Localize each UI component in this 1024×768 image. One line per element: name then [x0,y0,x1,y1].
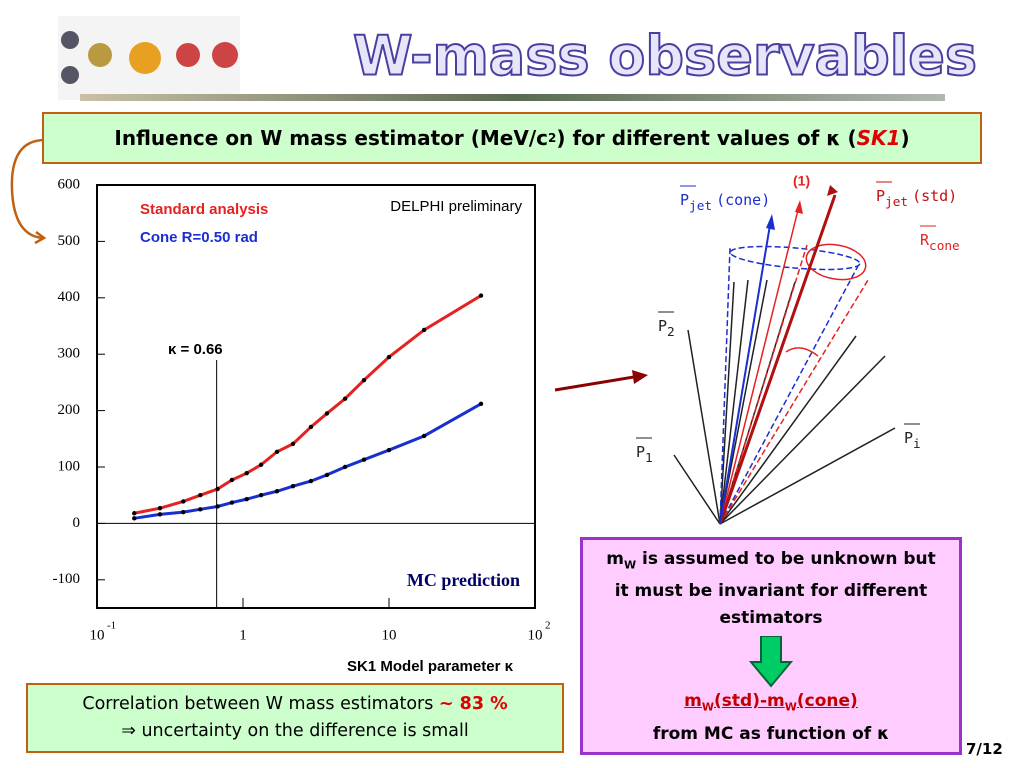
data-point [421,327,427,333]
y-tick-label: 600 [58,176,81,192]
arrow-head [632,370,648,384]
formula: mW(std)-mW(cone) [597,688,945,720]
header-superscript: 2 [547,131,557,145]
data-point [308,478,314,484]
formula-part: (cone) [796,691,858,712]
assumption-text: m [606,549,624,569]
data-point [274,449,280,454]
data-point [361,377,367,383]
x-axis-label: SK1 Model parameter κ [347,658,514,675]
data-point [229,477,235,483]
down-arrow [749,636,793,688]
data-point [478,401,484,407]
annotation: DELPHI preliminary [390,198,522,215]
data-point [342,464,348,470]
header-text: ) for different values of κ ( [556,126,857,150]
legend-entry: Cone R=0.50 rad [140,229,258,246]
logos [58,16,240,100]
correlation-text: ⇒ uncertainty on the difference is small [121,721,469,741]
header-text: ) [900,126,910,150]
header-box: Influence on W mass estimator (MeV/c 2) f… [42,112,982,164]
assumption-sub: W [623,558,637,572]
link-arrow [554,374,641,392]
chart: DELPHI preliminary MC prediction SK1 Mod… [53,176,551,675]
data-point [258,462,264,467]
data-point [324,411,330,416]
correlation-text: Correlation between W mass estimators [82,694,439,714]
data-point [244,496,249,502]
data-point [229,500,235,505]
formula-sub: W [784,700,797,714]
data-point [342,396,348,401]
data-point [215,504,220,509]
page-number: 7/12 [966,740,1003,758]
assumption-text: from MC as function of κ [652,723,890,744]
data-point [181,509,186,515]
y-tick-label: 200 [58,402,81,418]
x-tick-label: 1 [239,627,247,643]
x-tick-label: 10 [528,627,543,643]
data-point [157,505,163,511]
data-point [290,483,296,489]
x-tick-label: 10 [382,627,397,643]
data-point [290,441,296,447]
data-point [215,486,220,492]
legend-entry: Standard analysis [140,201,268,218]
data-point [198,493,203,498]
x-tick-exponent: -1 [107,620,116,632]
data-point [386,354,392,360]
y-tick-label: 0 [73,515,81,531]
formula-part: (std)-m [714,691,785,712]
data-point [157,512,163,517]
correlation-value: ~ 83 % [438,694,508,714]
title-bar [80,94,945,101]
assumption-box: mW is assumed to be unknown but it must … [580,537,962,755]
y-tick-label: -100 [53,571,81,587]
data-point [258,493,264,498]
data-point [132,511,137,516]
data-point [132,516,137,521]
data-point [478,293,484,298]
header-highlight: SK1 [856,126,901,150]
header-text: Influence on W mass estimator (MeV/c [114,126,548,150]
correlation-box: Correlation between W mass estimators ~ … [26,683,564,753]
arrow-head [34,231,47,245]
formula-part: m [684,691,702,712]
curved-arrow [10,138,46,240]
data-point [361,457,367,462]
data-point [421,433,427,439]
y-tick-label: 100 [58,458,81,474]
assumption-text: is assumed to be unknown but it must be … [614,549,936,629]
data-point [198,507,203,512]
plot-frame [96,184,536,609]
kappa-label: κ = 0.66 [168,341,223,358]
data-point [244,471,249,476]
y-tick-label: 300 [58,346,81,362]
y-tick-label: 500 [58,233,81,249]
data-point [386,447,392,453]
data-point [274,489,280,494]
jet-diagram [673,185,896,525]
formula-sub: W [701,700,715,714]
data-point [308,424,314,430]
y-tick-label: 400 [58,289,81,305]
x-tick-exponent: 2 [545,620,551,632]
data-point [181,499,186,504]
data-point [324,472,330,478]
x-tick-label: 10 [90,627,105,643]
slide-title: W-mass observables [353,25,977,88]
footer-label: MC prediction [407,570,520,590]
